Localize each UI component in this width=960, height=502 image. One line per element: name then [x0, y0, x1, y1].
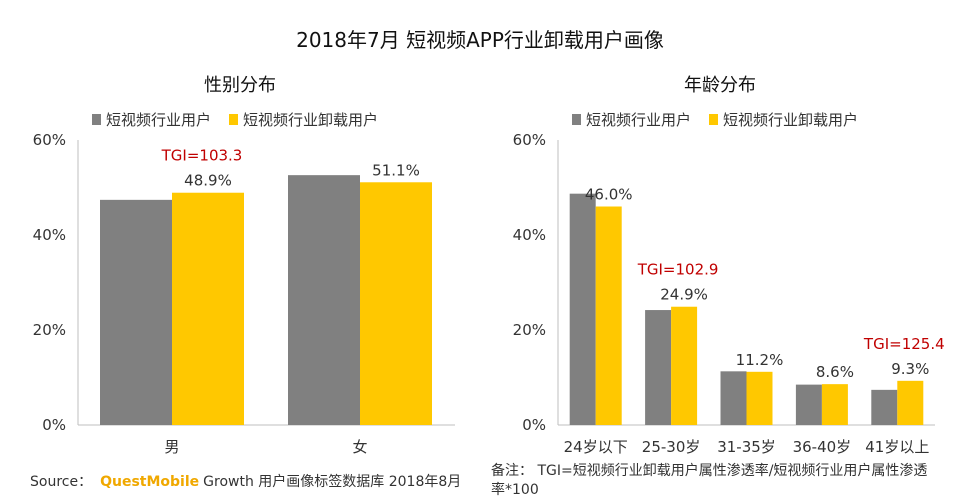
legend-swatch-yellow: [709, 114, 719, 125]
bar-series-2: [897, 380, 924, 425]
bar-series-2: [671, 306, 698, 425]
legend-swatch-gray: [92, 114, 101, 125]
bar-series-2: [746, 371, 773, 425]
bar-series-2: [172, 192, 244, 425]
gender-legend: 短视频行业用户 短视频行业卸载用户: [92, 109, 390, 130]
y-tick-label: 60%: [33, 131, 66, 149]
age-chart-title: 年龄分布: [684, 75, 756, 96]
bar-series-2: [821, 384, 848, 425]
tgi-note: 备注： TGI=短视频行业卸载用户属性渗透率/短视频行业用户属性渗透率*100: [491, 463, 928, 498]
data-label: 8.6%: [816, 363, 854, 381]
x-tick-label: 25-30岁: [642, 438, 701, 456]
source-line: Source： QuestMobile Growth 用户画像标签数据库 2018年…: [30, 471, 461, 491]
bar-series-1: [569, 193, 596, 425]
y-tick-label: 20%: [33, 321, 66, 339]
legend-swatch-gray: [572, 114, 581, 125]
x-tick-label: 31-35岁: [717, 438, 776, 456]
y-tick-label: 0%: [42, 416, 66, 434]
bar-series-1: [795, 384, 822, 425]
y-tick-label: 0%: [522, 416, 546, 434]
bar-series-1: [720, 371, 747, 425]
bar-series-1: [871, 389, 898, 425]
x-tick-label: 24岁以下: [564, 438, 628, 456]
data-label: 24.9%: [660, 286, 708, 304]
source-brand-logo: QuestMobile: [100, 474, 200, 490]
legend-swatch-yellow: [229, 114, 239, 125]
bar-series-2: [360, 182, 432, 425]
data-label: 48.9%: [184, 172, 232, 190]
gender-chart-title: 性别分布: [204, 75, 276, 96]
age-legend: 短视频行业用户 短视频行业卸载用户: [572, 109, 870, 130]
data-label: 51.1%: [372, 161, 420, 179]
legend-label: 短视频行业卸载用户: [723, 111, 859, 129]
legend-label: 短视频行业用户: [586, 111, 692, 129]
x-tick-label: 36-40岁: [793, 438, 852, 456]
x-tick-label: 女: [352, 438, 367, 456]
y-tick-label: 40%: [33, 226, 66, 244]
source-label: Source：: [30, 474, 93, 490]
data-label: 46.0%: [585, 186, 633, 204]
source-text: Growth 用户画像标签数据库 2018年8月: [203, 474, 462, 490]
bar-series-2: [595, 206, 622, 425]
legend-label: 短视频行业卸载用户: [243, 111, 379, 129]
x-tick-label: 男: [164, 438, 179, 456]
y-tick-label: 40%: [513, 226, 546, 244]
legend-label: 短视频行业用户: [106, 111, 212, 129]
data-label: 11.2%: [736, 351, 784, 369]
tgi-annotation: TGI=102.9: [637, 261, 719, 279]
page-title: 2018年7月 短视频APP行业卸载用户画像: [296, 28, 664, 52]
tgi-annotation: TGI=103.3: [161, 147, 243, 165]
bar-series-1: [100, 199, 172, 425]
tgi-annotation: TGI=125.4: [863, 335, 945, 353]
bar-series-1: [288, 175, 360, 425]
y-tick-label: 60%: [513, 131, 546, 149]
data-label: 9.3%: [891, 360, 929, 378]
x-tick-label: 41岁以上: [865, 438, 929, 456]
bar-series-1: [645, 310, 672, 425]
y-tick-label: 20%: [513, 321, 546, 339]
